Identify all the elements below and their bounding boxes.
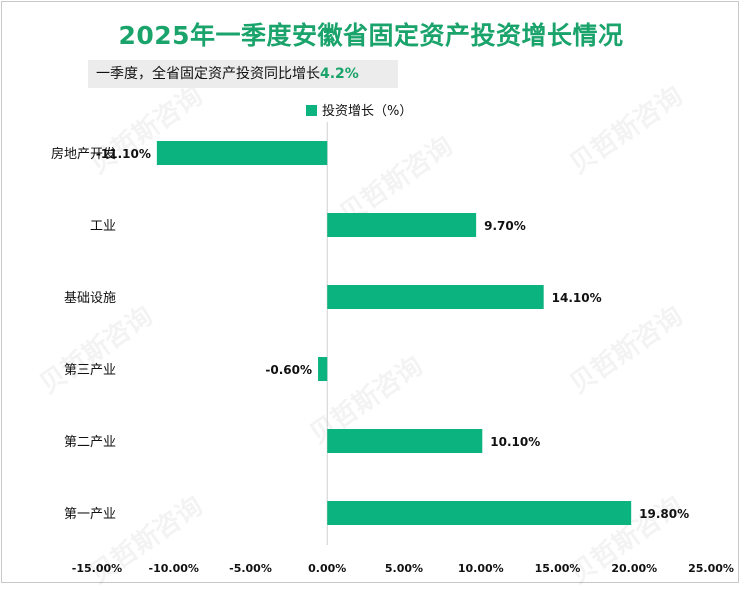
bar xyxy=(327,501,632,525)
bar xyxy=(327,213,477,237)
subtitle-box: 一季度，全省固定资产投资同比增长4.2% xyxy=(88,60,398,88)
chart-title: 2025年一季度安徽省固定资产投资增长情况 xyxy=(118,21,624,50)
legend-label: 投资增长（%） xyxy=(322,104,413,119)
data-label: 10.10% xyxy=(490,435,540,449)
category-label: 基础设施 xyxy=(64,291,116,306)
legend: 投资增长（%） xyxy=(306,104,412,120)
subtitle-text: 一季度，全省固定资产投资同比增长 xyxy=(96,66,320,82)
data-label: 14.10% xyxy=(552,291,602,305)
data-label: -11.10% xyxy=(96,147,151,161)
data-label: 19.80% xyxy=(639,507,689,521)
data-label: -0.60% xyxy=(265,363,312,377)
x-tick-label: 25.00% xyxy=(688,562,734,575)
subtitle-value: 4.2% xyxy=(320,66,359,82)
x-tick-label: 15.00% xyxy=(535,562,581,575)
x-tick-label: 5.00% xyxy=(385,562,423,575)
bar xyxy=(327,429,483,453)
x-tick-label: -10.00% xyxy=(149,562,199,575)
category-label: 房地产开发 xyxy=(51,146,116,162)
bar xyxy=(156,141,328,165)
chart-frame xyxy=(1,1,739,583)
bar xyxy=(318,357,328,381)
x-tick-label: -5.00% xyxy=(229,562,272,575)
x-tick-label: 20.00% xyxy=(611,562,657,575)
legend-swatch xyxy=(306,105,317,116)
x-tick-label: 0.00% xyxy=(308,562,346,575)
category-label: 第三产业 xyxy=(64,363,116,378)
x-tick-label: -15.00% xyxy=(72,562,122,575)
x-tick-label: 10.00% xyxy=(458,562,504,575)
category-label: 工业 xyxy=(90,219,116,234)
category-label: 第一产业 xyxy=(64,507,116,522)
category-label: 第二产业 xyxy=(64,435,116,450)
bar xyxy=(327,285,544,309)
data-label: 9.70% xyxy=(484,219,526,233)
